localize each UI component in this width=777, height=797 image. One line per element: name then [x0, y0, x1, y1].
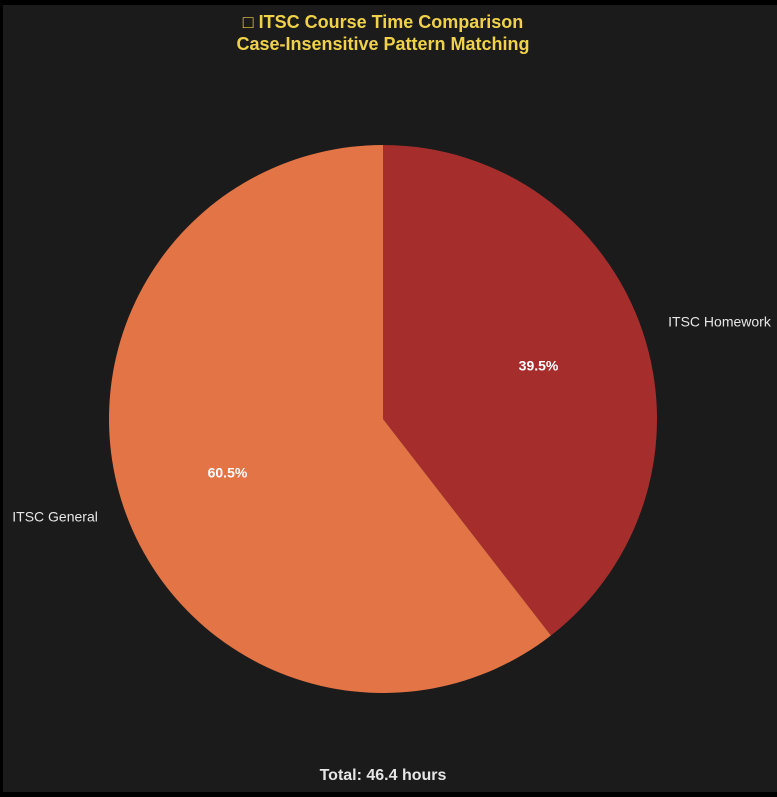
pie-slice-itsc-general [109, 145, 551, 693]
chart-canvas: □ ITSC Course Time Comparison Case-Insen… [3, 5, 777, 792]
pie-slices: 39.5% ITSC Homework 60.5% ITSC General [12, 145, 772, 693]
pie-category-label-itsc-general: ITSC General [12, 509, 98, 525]
chart-title: □ ITSC Course Time Comparison [243, 12, 524, 32]
chart-total: Total: 46.4 hours [320, 767, 447, 784]
pie-pct-label-itsc-homework: 39.5% [519, 358, 559, 374]
chart-subtitle: Case-Insensitive Pattern Matching [236, 34, 529, 54]
pie-pct-label-itsc-general: 60.5% [208, 464, 248, 480]
pie-slice-itsc-homework [383, 145, 658, 636]
pie-chart: □ ITSC Course Time Comparison Case-Insen… [12, 12, 772, 784]
pie-category-label-itsc-homework: ITSC Homework [668, 313, 772, 329]
